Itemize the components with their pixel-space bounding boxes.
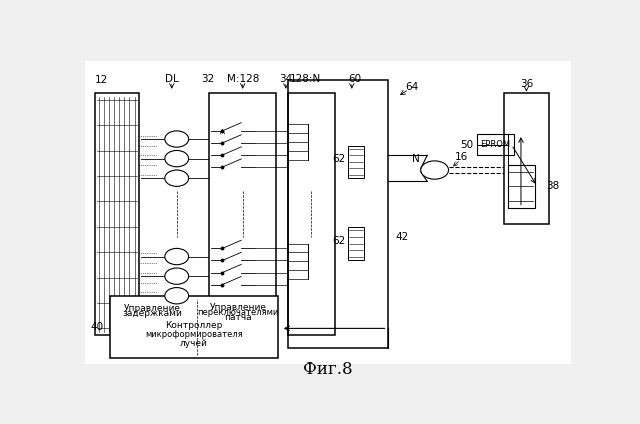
Text: 64: 64 [406, 82, 419, 92]
Text: 40: 40 [91, 322, 104, 332]
Bar [288, 80, 388, 348]
Ellipse shape [165, 170, 189, 187]
Text: 62: 62 [332, 154, 346, 164]
Text: 38: 38 [546, 181, 559, 191]
Text: 32: 32 [202, 74, 214, 84]
Bar [477, 134, 514, 155]
Text: Управление: Управление [124, 304, 180, 313]
Bar [110, 296, 278, 358]
Bar [504, 93, 548, 224]
Ellipse shape [165, 268, 189, 285]
Ellipse shape [165, 248, 189, 265]
Text: 128:N: 128:N [290, 74, 321, 84]
Text: Управление: Управление [209, 303, 266, 312]
Text: микроформирователя: микроформирователя [145, 330, 243, 340]
Text: 50: 50 [460, 140, 473, 150]
Text: 12: 12 [95, 75, 108, 85]
Bar [95, 93, 138, 335]
Text: Фиг.8: Фиг.8 [303, 361, 353, 378]
Bar [209, 93, 276, 335]
Text: EPROM: EPROM [481, 140, 511, 149]
Text: M:128: M:128 [227, 74, 259, 84]
Ellipse shape [165, 287, 189, 304]
Text: лучей: лучей [180, 339, 208, 348]
Circle shape [420, 161, 449, 179]
Bar [348, 145, 364, 178]
Bar [508, 165, 535, 208]
Bar [288, 93, 335, 335]
Text: N: N [412, 153, 420, 164]
Text: задержками: задержками [122, 309, 182, 318]
Text: 34: 34 [279, 74, 292, 84]
Text: 60: 60 [348, 74, 361, 84]
Ellipse shape [165, 151, 189, 167]
Text: 36: 36 [520, 78, 533, 89]
Bar [348, 227, 364, 260]
Text: 16: 16 [455, 152, 468, 162]
Ellipse shape [165, 131, 189, 147]
Text: DL: DL [165, 74, 179, 84]
Text: патча: патча [224, 313, 252, 322]
Text: 62: 62 [332, 236, 346, 246]
Text: Контроллер: Контроллер [165, 321, 223, 329]
Text: 42: 42 [395, 232, 408, 242]
Text: переключателями: переключателями [197, 308, 278, 317]
